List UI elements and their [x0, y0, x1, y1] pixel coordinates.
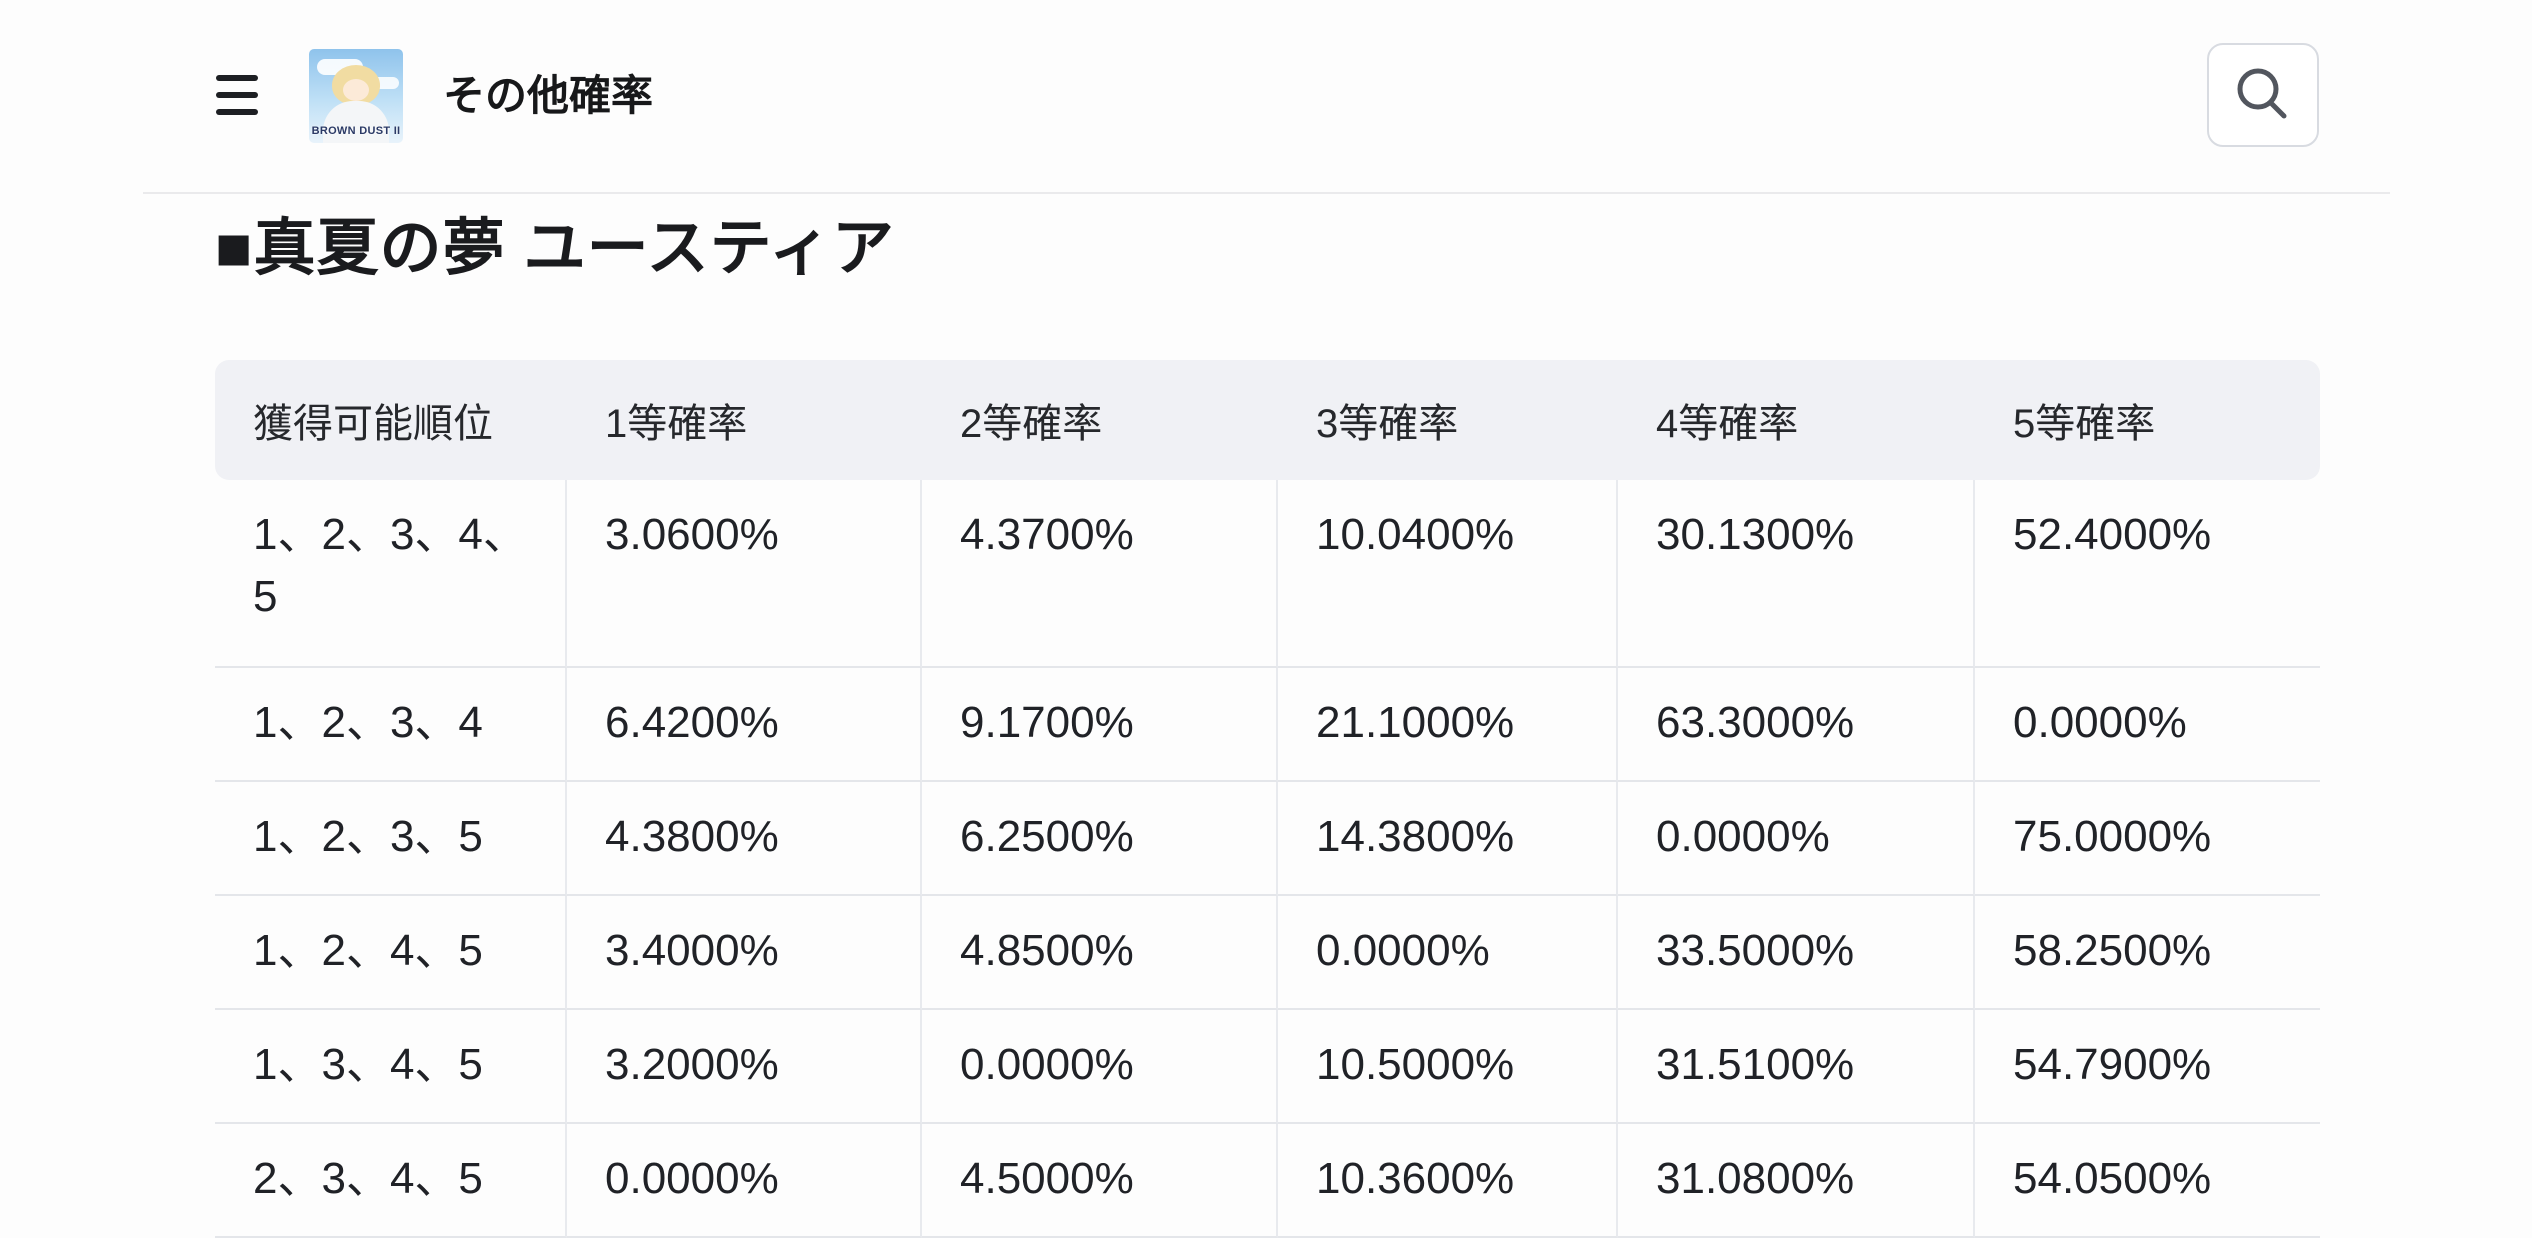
- value-cell: 0.0000%: [922, 1010, 1278, 1124]
- table-row: 1、2、3、5 4.3800% 6.2500% 14.3800% 0.0000%…: [215, 782, 2320, 896]
- value-cell: 63.3000%: [1618, 668, 1975, 782]
- table-row: 1、3、4、5 3.2000% 0.0000% 10.5000% 31.5100…: [215, 1010, 2320, 1124]
- table-row: 1、2、3、4 6.4200% 9.1700% 21.1000% 63.3000…: [215, 668, 2320, 782]
- value-cell: 0.0000%: [1618, 782, 1975, 896]
- value-cell: 4.8500%: [922, 896, 1278, 1010]
- hamburger-icon: [216, 109, 258, 115]
- table-row: 1、2、3、4、5 3.0600% 4.3700% 10.0400% 30.13…: [215, 480, 2320, 668]
- value-cell: 52.4000%: [1975, 480, 2320, 668]
- menu-button[interactable]: [216, 75, 258, 115]
- value-cell: 0.0000%: [567, 1124, 922, 1238]
- logo-character-face: [343, 79, 369, 101]
- value-cell: 10.3600%: [1278, 1124, 1618, 1238]
- value-cell: 3.2000%: [567, 1010, 922, 1124]
- rank-cell: 1、2、3、4: [215, 668, 567, 782]
- value-cell: 6.4200%: [567, 668, 922, 782]
- logo-text: BROWN DUST II: [311, 125, 401, 137]
- hamburger-icon: [216, 92, 258, 98]
- table-row: 1、2、4、5 3.4000% 4.8500% 0.0000% 33.5000%…: [215, 896, 2320, 1010]
- value-cell: 54.7900%: [1975, 1010, 2320, 1124]
- hamburger-icon: [216, 75, 258, 81]
- rank-cell: 1、2、3、5: [215, 782, 567, 896]
- value-cell: 31.0800%: [1618, 1124, 1975, 1238]
- rank-cell: 2、3、4、5: [215, 1124, 567, 1238]
- value-cell: 54.0500%: [1975, 1124, 2320, 1238]
- column-header-tier5: 5等確率: [1975, 360, 2320, 480]
- logo-character-cloak: [323, 101, 389, 143]
- value-cell: 9.1700%: [922, 668, 1278, 782]
- column-header-rank: 獲得可能順位: [215, 360, 567, 480]
- value-cell: 21.1000%: [1278, 668, 1618, 782]
- value-cell: 10.5000%: [1278, 1010, 1618, 1124]
- probability-table: 獲得可能順位 1等確率 2等確率 3等確率 4等確率 5等確率 1、2、3、4、…: [215, 360, 2320, 1238]
- value-cell: 3.4000%: [567, 896, 922, 1010]
- rank-cell: 1、2、4、5: [215, 896, 567, 1010]
- value-cell: 33.5000%: [1618, 896, 1975, 1010]
- section-heading: ■真夏の夢 ユースティア: [215, 214, 895, 283]
- value-cell: 10.0400%: [1278, 480, 1618, 668]
- value-cell: 4.3800%: [567, 782, 922, 896]
- search-icon: [2237, 68, 2287, 119]
- search-button[interactable]: [2207, 43, 2319, 147]
- column-header-tier4: 4等確率: [1618, 360, 1975, 480]
- rank-cell: 1、2、3、4、5: [215, 480, 567, 668]
- header-divider: [143, 192, 2390, 194]
- column-header-tier1: 1等確率: [567, 360, 922, 480]
- value-cell: 58.2500%: [1975, 896, 2320, 1010]
- page-title: その他確率: [443, 72, 654, 119]
- rank-cell: 1、3、4、5: [215, 1010, 567, 1124]
- value-cell: 31.5100%: [1618, 1010, 1975, 1124]
- table-row: 2、3、4、5 0.0000% 4.5000% 10.3600% 31.0800…: [215, 1124, 2320, 1238]
- value-cell: 3.0600%: [567, 480, 922, 668]
- value-cell: 14.3800%: [1278, 782, 1618, 896]
- app-logo[interactable]: BROWN DUST II: [309, 49, 403, 143]
- value-cell: 0.0000%: [1278, 896, 1618, 1010]
- table-header-row: 獲得可能順位 1等確率 2等確率 3等確率 4等確率 5等確率: [215, 360, 2320, 480]
- value-cell: 4.3700%: [922, 480, 1278, 668]
- value-cell: 0.0000%: [1975, 668, 2320, 782]
- column-header-tier2: 2等確率: [922, 360, 1278, 480]
- value-cell: 4.5000%: [922, 1124, 1278, 1238]
- value-cell: 6.2500%: [922, 782, 1278, 896]
- column-header-tier3: 3等確率: [1278, 360, 1618, 480]
- value-cell: 75.0000%: [1975, 782, 2320, 896]
- value-cell: 30.1300%: [1618, 480, 1975, 668]
